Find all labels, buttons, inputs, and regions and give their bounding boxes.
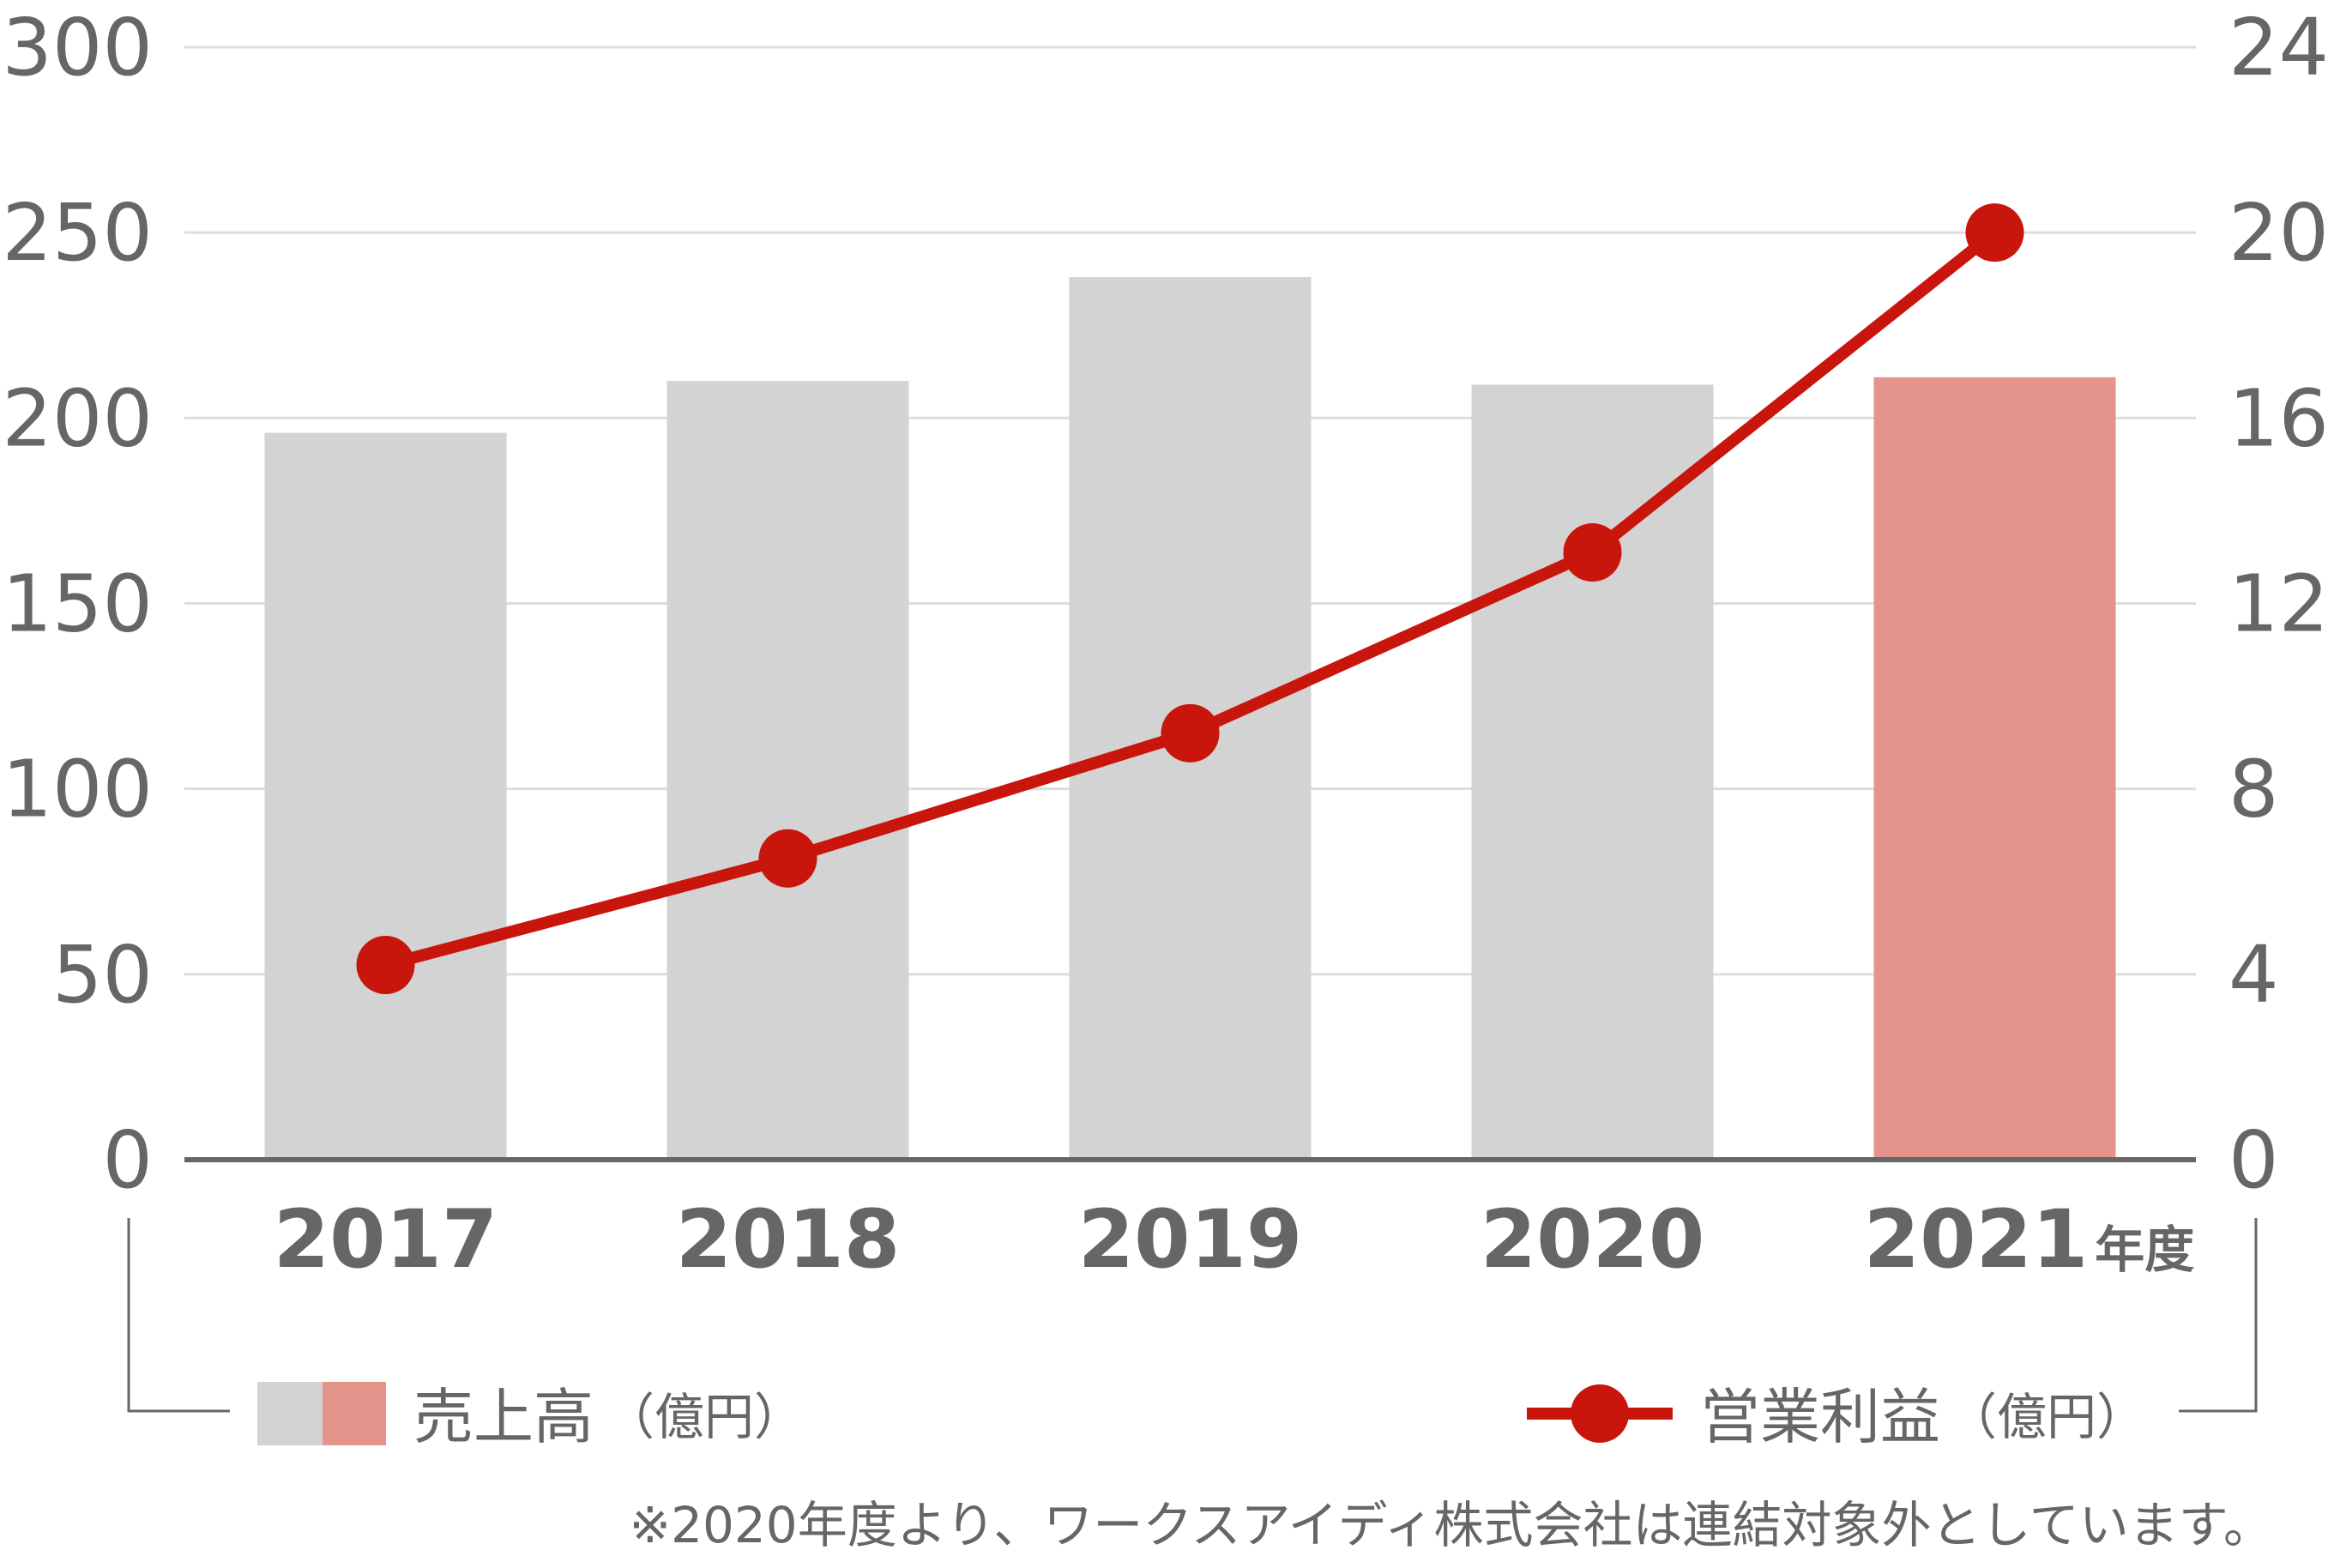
left-tick-label: 50 — [52, 929, 153, 1021]
bar-2020 — [1471, 384, 1714, 1160]
left-y-axis-ticks: 0 50 100 150 200 250 300 — [2, 2, 153, 1206]
left-tick-label: 250 — [2, 187, 153, 279]
legend-marker-swatch — [1571, 1384, 1629, 1443]
legend-operating-profit: 営業利益 （億円） — [1527, 1382, 2146, 1452]
operating-profit-point-2020 — [1563, 523, 1622, 582]
legend-bracket-right — [2179, 1218, 2258, 1413]
operating-profit-point-2017 — [356, 936, 415, 995]
category-label-2018: 2018 — [676, 1193, 901, 1287]
left-tick-label: 150 — [2, 558, 153, 650]
operating-profit-series — [356, 203, 2024, 995]
operating-profit-point-2019 — [1161, 703, 1220, 763]
legend-revenue: 売上高 （億円） — [257, 1382, 804, 1452]
x-axis-category-labels: 2017 2018 2019 2020 2021 年度 — [274, 1193, 2195, 1287]
left-tick-label: 300 — [2, 2, 153, 93]
legend-swatch-revenue — [257, 1382, 323, 1445]
legend-revenue-unit: （億円） — [605, 1388, 804, 1446]
left-tick-label: 200 — [2, 372, 153, 464]
right-tick-label: 12 — [2228, 558, 2328, 650]
category-label-2020: 2020 — [1481, 1193, 1705, 1287]
right-tick-label: 24 — [2228, 2, 2328, 93]
right-tick-label: 16 — [2228, 372, 2328, 464]
bar-2021 — [1873, 377, 2116, 1160]
bar-2017 — [264, 432, 507, 1160]
legend-operating-profit-label: 営業利益 — [1700, 1382, 1940, 1452]
right-tick-label: 4 — [2228, 929, 2279, 1021]
category-label-2021: 2021 年度 — [1864, 1193, 2195, 1287]
legend-bracket-left — [127, 1218, 230, 1413]
legend-operating-profit-unit: （億円） — [1947, 1388, 2146, 1446]
category-label-2017: 2017 — [274, 1193, 498, 1287]
operating-profit-point-2018 — [758, 829, 817, 888]
bar-2018 — [666, 381, 909, 1161]
left-tick-label: 100 — [2, 744, 153, 835]
category-label-2019: 2019 — [1078, 1193, 1303, 1287]
footnote: ※2020年度より、ワークスアイディ株式会社は連結対象外としています。 — [630, 1496, 2274, 1554]
category-suffix: 年度 — [2095, 1221, 2194, 1279]
right-tick-label: 0 — [2228, 1114, 2279, 1206]
operating-profit-point-2021 — [1965, 203, 2024, 262]
right-y-axis-ticks: 0 4 8 12 16 20 24 — [2228, 2, 2328, 1206]
right-tick-label: 8 — [2228, 744, 2279, 835]
right-tick-label: 20 — [2228, 187, 2328, 279]
legend-revenue-label: 売上高 — [413, 1382, 594, 1452]
legend-swatch-revenue-highlight — [323, 1382, 386, 1445]
left-tick-label: 0 — [102, 1114, 153, 1206]
